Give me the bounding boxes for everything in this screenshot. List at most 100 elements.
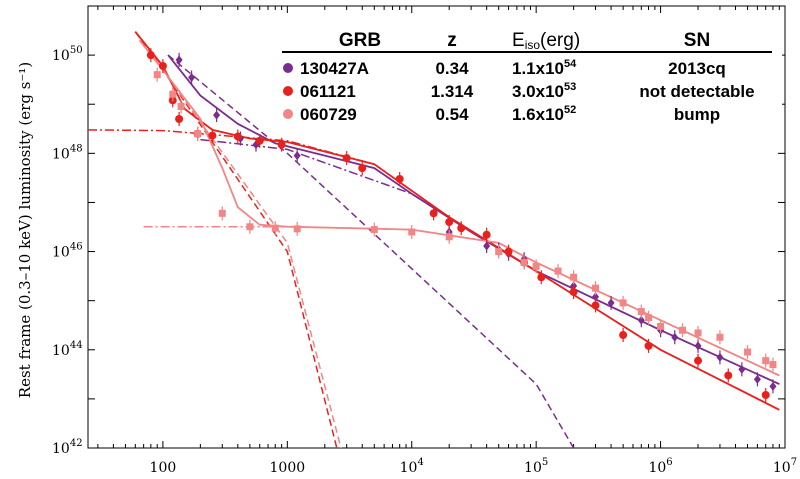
data-point-061121 [569, 288, 578, 297]
plot-frame [87, 5, 786, 449]
legend-header-sn: SN [684, 30, 710, 51]
x-tick-label: 100 [150, 460, 177, 476]
data-point-060729 [554, 267, 562, 275]
data-point-060729 [177, 102, 185, 110]
data-point-060729 [716, 333, 724, 341]
fit-total-061121 [134, 31, 780, 411]
data-point-060729 [370, 226, 378, 234]
legend-header-eiso-sub: iso [525, 38, 541, 52]
legend-grb: 130427A [300, 59, 369, 78]
data-point-061121 [342, 154, 351, 163]
legend-marker-061121 [283, 86, 293, 96]
data-point-060729 [408, 228, 416, 236]
legend-header-eiso-main: E [512, 30, 525, 51]
data-point-060729 [293, 225, 301, 233]
data-point-060729 [592, 284, 600, 292]
data-point-061121 [208, 131, 217, 140]
data-points [146, 48, 777, 403]
data-point-060729 [153, 71, 161, 79]
data-point-060729 [678, 326, 686, 334]
x-tick-label: 106 [648, 457, 672, 476]
data-point-060729 [744, 348, 752, 356]
data-point-130427A [607, 298, 615, 308]
data-point-060729 [271, 224, 279, 232]
data-point-061121 [644, 341, 653, 350]
legend-grb: 061121 [300, 82, 356, 101]
data-point-061121 [146, 51, 155, 60]
data-point-130427A [188, 73, 196, 83]
data-point-130427A [694, 341, 702, 351]
data-point-130427A [753, 374, 761, 384]
data-point-061121 [724, 371, 733, 380]
data-point-130427A [738, 364, 746, 374]
data-point-061121 [255, 136, 264, 145]
x-tick-label: 105 [524, 457, 548, 476]
data-point-061121 [761, 391, 770, 400]
data-point-130427A [671, 332, 679, 342]
legend-header-z: z [447, 30, 457, 51]
fit-component-dashed-061121 [134, 31, 338, 448]
data-point-061121 [358, 164, 367, 173]
data-point-061121 [158, 62, 167, 71]
data-point-060729 [645, 314, 653, 322]
data-point-060729 [218, 209, 226, 217]
legend-z: 0.34 [435, 59, 469, 78]
data-point-060729 [619, 299, 627, 307]
y-tick-label: 1048 [52, 143, 83, 162]
data-point-130427A [769, 381, 777, 391]
y-tick-label: 1042 [52, 438, 83, 457]
x-tick-label: 107 [773, 457, 797, 476]
legend-grb: 060729 [300, 105, 357, 124]
legend-z: 0.54 [435, 105, 469, 124]
data-point-061121 [694, 356, 703, 365]
data-point-130427A [716, 352, 724, 362]
data-point-060729 [246, 223, 254, 231]
fit-component-dashdot-130427A [200, 138, 780, 385]
data-point-060729 [694, 329, 702, 337]
legend-marker-130427A [283, 63, 293, 73]
fit-component-dashed-130427A [167, 54, 575, 448]
data-point-060729 [445, 233, 453, 241]
data-point-060729 [570, 273, 578, 281]
data-point-061121 [482, 230, 491, 239]
data-point-061121 [445, 217, 454, 226]
data-point-060729 [769, 361, 777, 369]
axis-ticks: 100 1000 104 105 106 107 1042 1044 1046 1048 1050 [52, 5, 797, 476]
y-tick-label: 1044 [52, 340, 83, 359]
fit-component-dashdot-061121 [88, 129, 780, 411]
fit-curves [88, 31, 780, 448]
data-point-130427A [175, 55, 183, 65]
legend-background [272, 24, 782, 132]
data-point-061121 [429, 209, 438, 218]
legend-header-eiso: Eiso(erg) [512, 30, 580, 52]
data-point-060729 [532, 262, 540, 270]
data-point-130427A [293, 151, 301, 161]
x-tick-label: 104 [400, 457, 424, 476]
data-point-061121 [395, 175, 404, 184]
legend-eiso: 1.1x1054 [512, 58, 577, 78]
legend-sn: not detectable [639, 82, 754, 101]
fit-total-130427A [167, 54, 780, 385]
data-point-061121 [457, 224, 466, 233]
data-point-061121 [591, 301, 600, 310]
data-point-060729 [637, 308, 645, 316]
data-point-060729 [762, 357, 770, 365]
data-point-130427A [213, 110, 221, 120]
fit-component-dashdot-060729 [143, 225, 780, 377]
data-point-060729 [520, 258, 528, 266]
x-tick-label: 1000 [270, 460, 306, 476]
y-tick-label: 1046 [52, 242, 83, 261]
legend-marker-060729 [283, 109, 293, 119]
data-point-060729 [169, 90, 177, 98]
data-point-061121 [619, 330, 628, 339]
legend: GRB z Eiso(erg) SN 130427A 0.34 1.1x1054 20… [272, 24, 782, 132]
data-point-061121 [504, 247, 513, 256]
legend-rows: 130427A 0.34 1.1x1054 2013cq 061121 1.314 3.0x… [283, 58, 755, 124]
legend-z: 1.314 [431, 82, 474, 101]
legend-eiso: 3.0x1053 [512, 81, 576, 101]
data-point-061121 [537, 273, 546, 282]
legend-header-eiso-unit: (erg) [540, 30, 580, 51]
data-point-060729 [495, 248, 503, 256]
data-point-061121 [277, 140, 286, 149]
